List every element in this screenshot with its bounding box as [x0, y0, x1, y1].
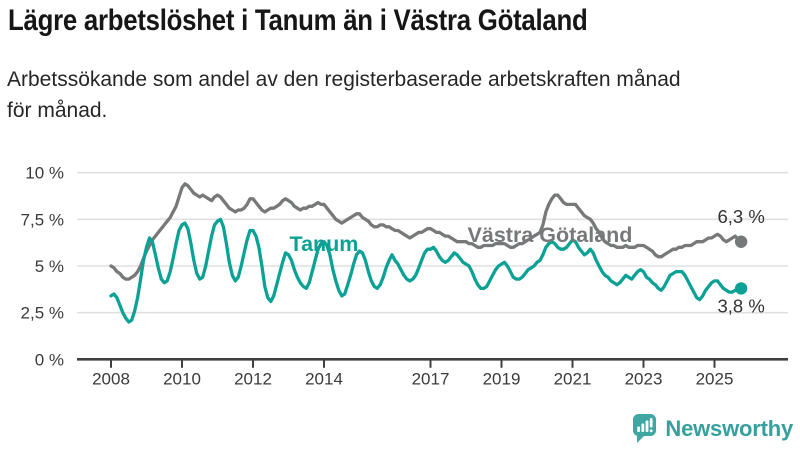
x-axis-label: 2025 [696, 369, 734, 388]
series-end-value: 6,3 % [717, 206, 764, 227]
x-axis-label: 2010 [163, 369, 201, 388]
series-line-tanum [109, 217, 743, 324]
series-end-value: 3,8 % [717, 295, 764, 316]
chart-subtitle: Arbetssökande som andel av den registerb… [7, 68, 681, 122]
y-axis-label: 7,5 % [21, 210, 64, 229]
newsworthy-wordmark: Newsworthy [665, 415, 793, 441]
y-axis-label: 2,5 % [21, 304, 64, 323]
newsworthy-bars-icon [633, 414, 657, 443]
x-axis-label: 2017 [412, 369, 450, 388]
page-title: Lägre arbetslöshet i Tanum än i Västra G… [8, 4, 588, 37]
y-axis-label: 10 % [25, 164, 64, 183]
series-label: Tanum [290, 232, 359, 256]
x-axis-label: 2008 [92, 369, 130, 388]
newsworthy-logo: Newsworthy [632, 413, 793, 444]
x-axis-label: 2023 [625, 369, 663, 388]
series-end-dot [734, 235, 748, 248]
y-axis-label: 0 % [35, 350, 64, 369]
x-axis-label: 2014 [305, 369, 343, 388]
series-end-dot [734, 282, 748, 295]
x-axis-label: 2021 [554, 369, 592, 388]
x-axis-label: 2019 [483, 369, 521, 388]
x-axis-label: 2012 [234, 369, 272, 388]
y-axis-label: 5 % [35, 257, 64, 276]
series-line-v-stra-g-taland [109, 182, 743, 281]
series-label: Västra Götaland [468, 223, 633, 247]
